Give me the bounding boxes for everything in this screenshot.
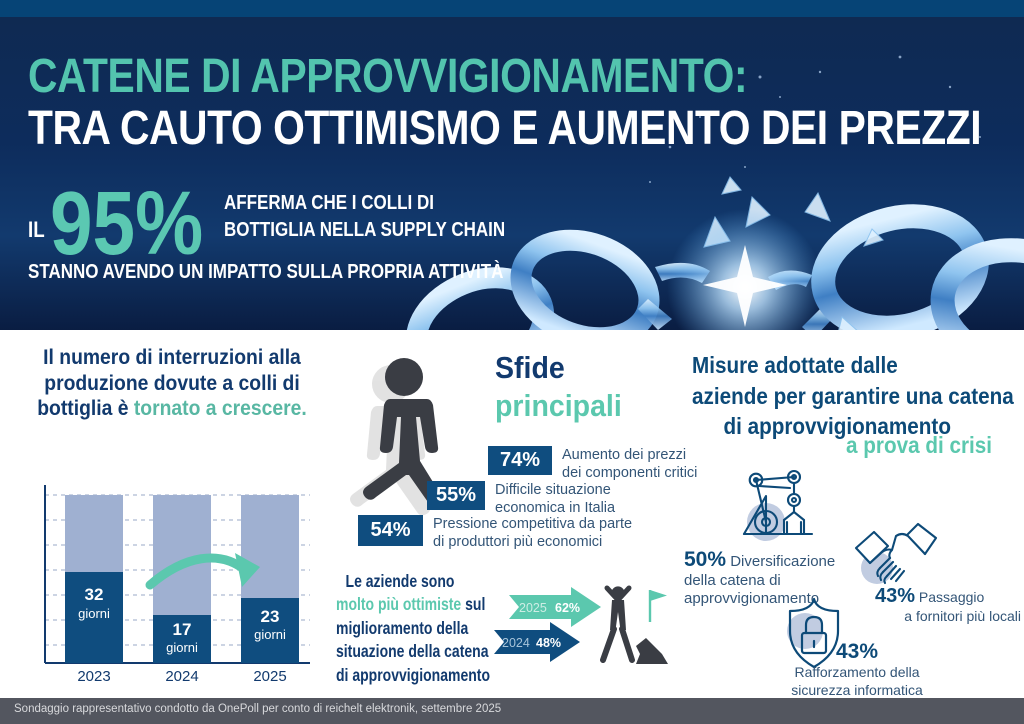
svg-text:giorni: giorni: [166, 640, 198, 655]
svg-text:2024: 2024: [165, 668, 198, 685]
svg-text:32: 32: [85, 585, 104, 604]
svg-text:2023: 2023: [77, 668, 110, 685]
svg-text:2024: 2024: [502, 636, 530, 650]
svg-text:62%: 62%: [555, 601, 580, 615]
svg-text:2025: 2025: [253, 668, 286, 685]
svg-text:giorni: giorni: [254, 627, 286, 642]
svg-text:23: 23: [261, 607, 280, 626]
svg-text:48%: 48%: [536, 636, 561, 650]
svg-text:17: 17: [173, 620, 192, 639]
svg-text:2025: 2025: [519, 601, 547, 615]
svg-text:giorni: giorni: [78, 606, 110, 621]
